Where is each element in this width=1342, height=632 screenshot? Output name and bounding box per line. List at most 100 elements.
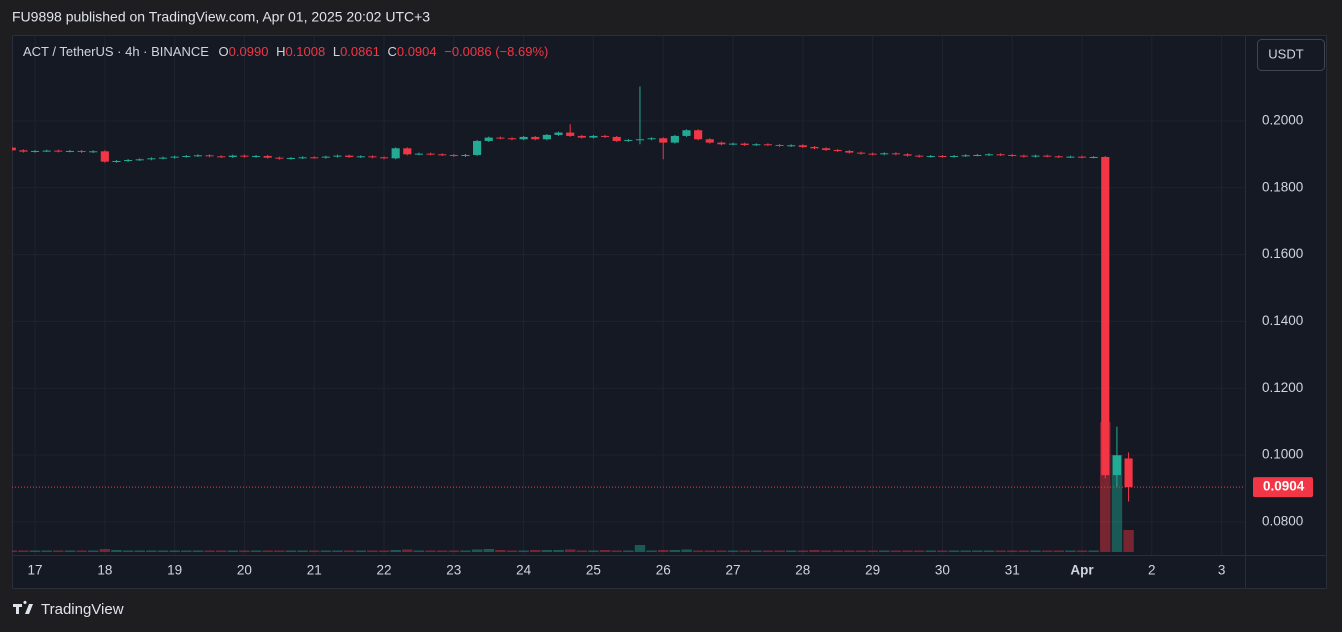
candles [12,86,1245,502]
volume-bar [541,550,553,552]
candle-body [147,158,156,160]
candle-body [321,156,330,158]
x-tick-label: 19 [167,563,182,578]
volume-bar [785,550,797,552]
volume-bar [239,550,250,552]
candle-body [124,159,133,161]
candle-body [100,151,109,162]
volume-bar [762,550,774,552]
candle-body [217,156,226,158]
volume-bar [460,550,471,552]
volume-bar [623,550,634,552]
volume-bar [937,550,948,552]
x-tick-label: 27 [726,563,741,578]
candle-body [938,155,947,157]
currency-label[interactable]: USDT [1268,46,1303,61]
candle-body [484,137,493,141]
candle-body [507,138,517,140]
volume-bar [913,550,925,552]
candle-body [705,139,714,143]
volume-bar [518,550,529,552]
candle-body [449,154,458,156]
x-tick-label: 3 [1218,563,1226,578]
candle-body [182,155,191,157]
ohlc-value: 0.0904 [397,44,437,59]
x-tick-label: 24 [516,563,532,578]
volume-bar [18,550,29,552]
candle-body [775,144,784,146]
candle-body [635,139,645,141]
x-tick-label: 30 [935,563,950,578]
volume-bar [809,550,820,552]
brand[interactable]: TradingView [13,600,124,618]
volume-bar [227,550,239,552]
volume-bar [902,550,913,552]
volume-bar [53,550,64,552]
candle-body [251,155,261,157]
candle-body [356,156,365,158]
candle-body [531,136,540,140]
volume-bar [122,550,134,552]
candle-body [240,155,249,157]
volume-bar [436,550,448,552]
volume-bar [343,550,355,552]
volume-bar [64,550,76,552]
x-tick-label: 28 [795,563,810,578]
volume-bar [611,550,622,552]
y-tick-label: 0.1800 [1262,179,1303,194]
candle-body [1112,455,1121,476]
volume-bar [367,550,378,552]
volume-bar [553,550,564,552]
candle-body [763,144,772,146]
candle-body [833,149,842,151]
y-tick-label: 0.0800 [1262,513,1303,528]
volume-bar [41,550,52,552]
candle-body [984,154,994,156]
candle-body [717,142,726,145]
volume-bar [413,550,425,552]
volume-bar [308,550,320,552]
volume-bar [285,550,297,552]
ohlc-label: H [276,44,285,59]
candle-body [670,135,679,143]
brand-name[interactable]: TradingView [41,601,124,618]
candle-body [752,144,761,146]
volume-bar [995,550,1006,552]
candle-body [135,159,144,161]
candle-body [740,143,749,145]
x-tick-label: 25 [586,563,601,578]
symbol: ACT / TetherUS · 4h · BINANCE [23,44,209,59]
x-tick-label: 18 [97,563,112,578]
candle-body [1077,156,1087,158]
x-tick-label: 22 [377,563,392,578]
volume-bar [576,550,588,552]
volume-bar [599,550,611,552]
brand-logo[interactable] [13,600,33,614]
volume-bar [483,549,494,552]
y-tick-label: 0.1600 [1262,246,1303,261]
volume-bar [1100,422,1111,552]
candle-body [77,150,86,152]
candle-body [414,153,423,155]
volume-bar [879,550,890,552]
candle-body [391,148,400,159]
candle-body [600,135,610,137]
volume-bar [960,550,971,552]
candle-body [275,157,284,159]
currency-button-frame[interactable] [1257,39,1325,71]
x-tick-label: 23 [446,563,461,578]
volume-bar [1018,550,1030,552]
currency-button[interactable]: USDT [1257,39,1325,71]
candle-body [310,157,319,159]
candle-body [926,155,935,157]
volume-bar [1088,550,1099,552]
candle-body [915,155,924,157]
candle-body [961,155,970,157]
axes: 0.0800 0.1000 0.1200 0.1400 0.1600 0.1800 0.20… [28,112,1313,578]
candle-body [810,146,819,149]
candle-body [949,155,959,157]
x-tick-label: 31 [1005,563,1020,578]
volume-pane [12,422,1134,552]
candle-body [473,140,482,155]
